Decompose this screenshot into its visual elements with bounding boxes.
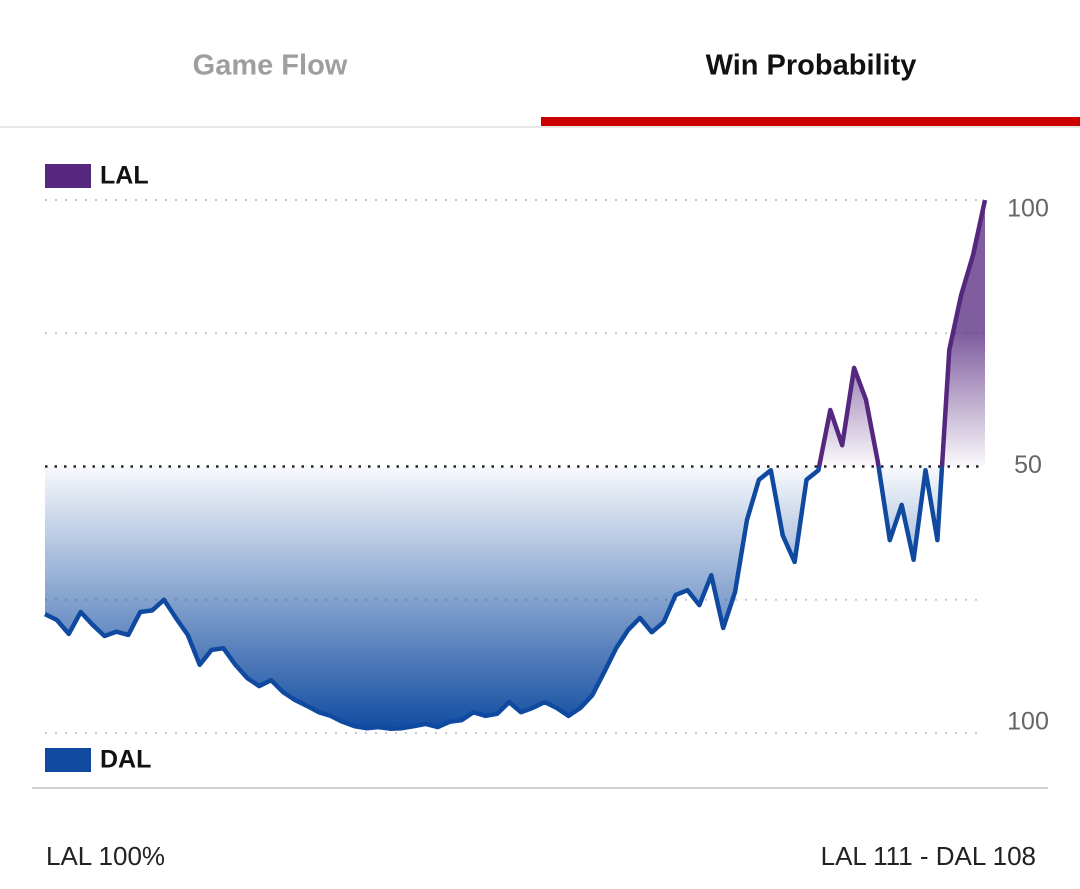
legend-label: DAL [100, 746, 151, 774]
footer-left: LAL 100% [46, 841, 165, 871]
tab-active[interactable]: Win Probability [706, 50, 917, 82]
tab[interactable]: Game Flow [193, 50, 348, 82]
legend-label: LAL [100, 162, 149, 190]
area [45, 200, 985, 729]
y-tick-label: 100 [1007, 708, 1049, 736]
y-tick-label: 100 [1007, 195, 1049, 223]
win-probability-line [44, 199, 988, 731]
footer-right: LAL 111 - DAL 108 [821, 841, 1036, 871]
divider [32, 787, 1048, 789]
y-tick-label: 50 [1014, 451, 1042, 479]
legend-swatch [45, 748, 91, 772]
legend-swatch [45, 164, 91, 188]
tab-indicator [541, 117, 1080, 126]
tab-border [0, 126, 1080, 128]
